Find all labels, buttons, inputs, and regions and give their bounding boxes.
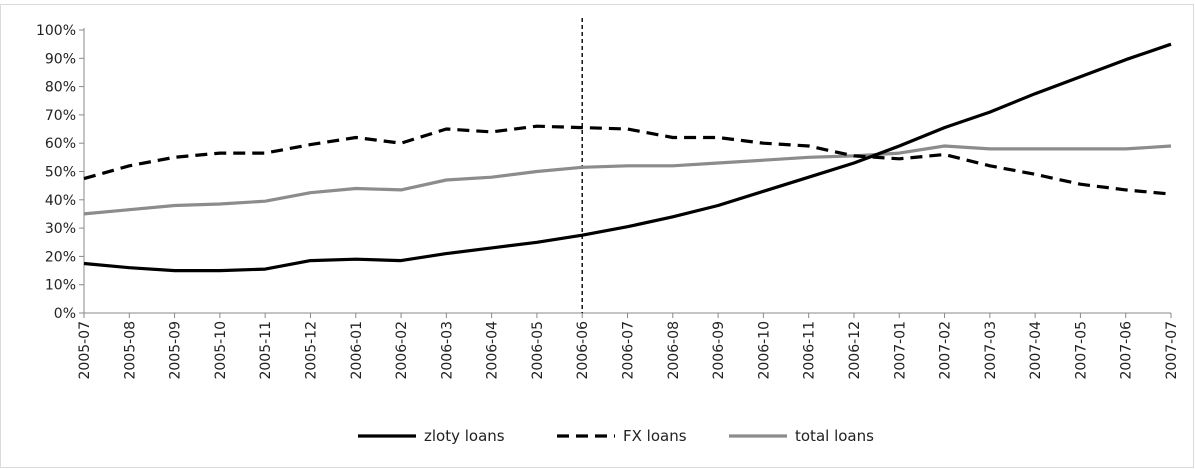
x-tick-label: 2006-07	[621, 321, 637, 380]
y-tick-label: 100%	[36, 23, 76, 39]
y-tick-label: 0%	[54, 306, 76, 322]
y-tick-label: 40%	[45, 193, 76, 209]
x-tick-label: 2006-12	[847, 321, 863, 380]
x-tick-label: 2007-06	[1119, 321, 1135, 380]
y-tick-label: 20%	[45, 249, 76, 265]
series-line-FX-loans	[83, 124, 1172, 196]
x-tick-label: 2006-05	[530, 321, 546, 380]
x-tick-label: 2006-04	[485, 321, 501, 380]
x-tick-label: 2007-01	[892, 321, 908, 380]
x-tick-label: 2006-01	[349, 321, 365, 380]
x-tick-label: 2006-10	[756, 321, 772, 380]
x-tick-label: 2005-10	[213, 321, 229, 380]
x-tick-label: 2007-03	[983, 321, 999, 380]
y-tick-label: 10%	[45, 278, 76, 294]
x-tick-label: 2005-11	[258, 321, 274, 380]
x-tick-label: 2005-07	[77, 321, 93, 380]
legend-label: FX loans	[623, 427, 687, 445]
x-tick-label: 2007-04	[1028, 321, 1044, 380]
x-tick-label: 2006-02	[394, 321, 410, 380]
y-tick-label: 50%	[45, 165, 76, 181]
legend-label: zloty loans	[424, 427, 505, 445]
x-tick-label: 2006-09	[711, 321, 727, 380]
y-tick-label: 90%	[45, 51, 76, 67]
y-tick-label: 30%	[45, 221, 76, 237]
x-tick-label: 2006-06	[575, 321, 591, 380]
series-line-total-loans	[83, 144, 1172, 216]
x-tick-label: 2007-07	[1164, 321, 1180, 380]
x-tick-label: 2005-09	[168, 321, 184, 380]
legend-label: total loans	[795, 427, 874, 445]
x-tick-label: 2006-03	[439, 321, 455, 380]
x-tick-label: 2007-05	[1073, 321, 1089, 380]
series-line-zloty-loans	[83, 42, 1172, 273]
x-tick-label: 2006-11	[802, 321, 818, 380]
chart-border	[0, 4, 1194, 468]
x-tick-label: 2007-02	[938, 321, 954, 380]
y-tick-label: 70%	[45, 108, 76, 124]
x-tick-label: 2005-08	[122, 321, 138, 380]
y-tick-label: 60%	[45, 136, 76, 152]
x-tick-label: 2006-08	[666, 321, 682, 380]
x-tick-label: 2005-12	[303, 321, 319, 380]
y-tick-label: 80%	[45, 80, 76, 96]
